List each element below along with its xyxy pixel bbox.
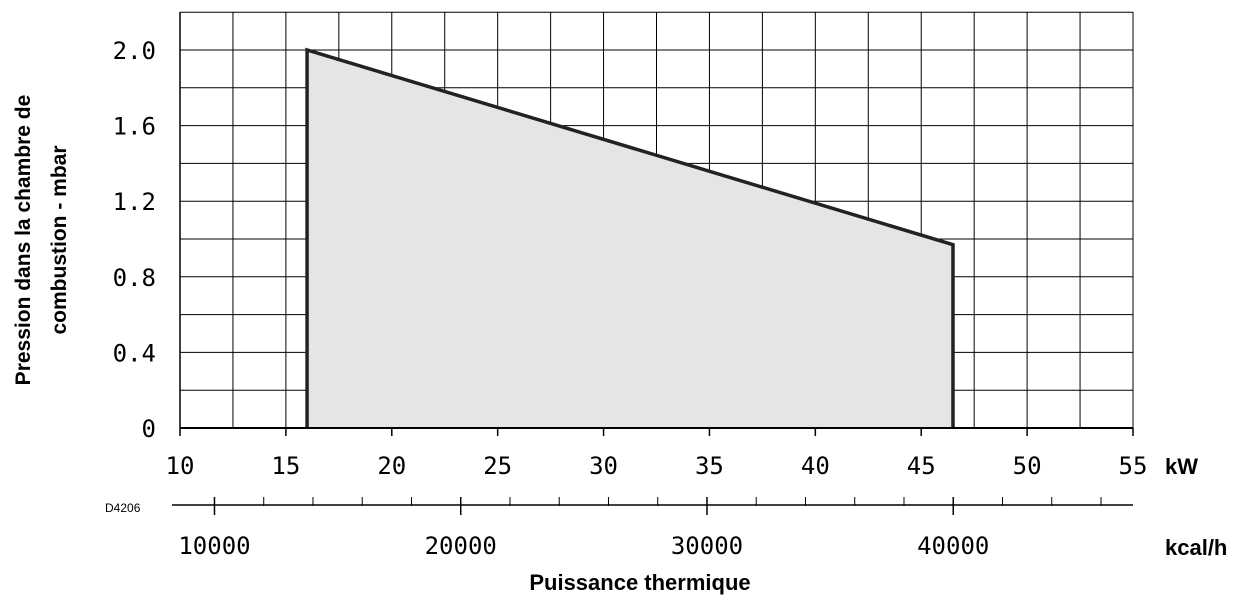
- y-tick-label: 1.2: [113, 188, 156, 216]
- x-tick-label: 45: [907, 452, 936, 480]
- figure-code: D4206: [105, 501, 141, 515]
- x-tick-label: 10: [166, 452, 195, 480]
- axes: 10 15 20 25 30 35 40 45 50 55 0 0.4 0.8 1.2 1.6 2.0 1000…: [113, 12, 1148, 560]
- x-axis-label: Puissance thermique: [529, 570, 750, 595]
- x-tick-label: 55: [1119, 452, 1148, 480]
- plot-area: [305, 47, 955, 428]
- x2-tick-label: 30000: [671, 532, 743, 560]
- x-tick-label: 50: [1013, 452, 1042, 480]
- x2-tick-label: 10000: [178, 532, 250, 560]
- x-tick-label: 40: [801, 452, 830, 480]
- x-tick-label: 25: [483, 452, 512, 480]
- y-tick-label: 0.4: [113, 339, 156, 367]
- y-tick-label: 0: [142, 415, 156, 443]
- y-tick-label: 2.0: [113, 37, 156, 65]
- x-tick-label: 30: [589, 452, 618, 480]
- x2-tick-label: 40000: [917, 532, 989, 560]
- operating-range-fill: [307, 50, 953, 428]
- x-unit-label: kW: [1165, 454, 1198, 479]
- y-axis-label-line-2: combustion - mbar: [48, 145, 71, 334]
- x-tick-label: 35: [695, 452, 724, 480]
- x-tick-label: 20: [377, 452, 406, 480]
- y-tick-label: 0.8: [113, 264, 156, 292]
- x2-unit-label: kcal/h: [1165, 535, 1227, 560]
- y-axis-label-line-1: Pression dans la chambre de: [12, 95, 35, 386]
- operating-range-line: [305, 47, 955, 428]
- x2-tick-label: 20000: [425, 532, 497, 560]
- y-tick-label: 1.6: [113, 113, 156, 141]
- x-tick-label: 15: [271, 452, 300, 480]
